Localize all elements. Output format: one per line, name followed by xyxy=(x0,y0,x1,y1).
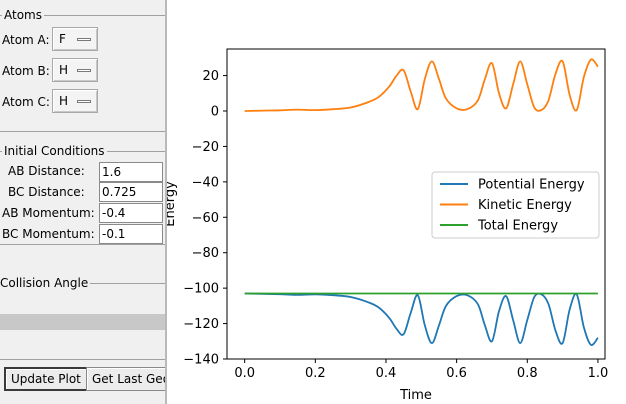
atom-b-label: Atom B: xyxy=(2,64,50,78)
legend-label: Total Energy xyxy=(477,219,558,234)
ab-momentum-input[interactable] xyxy=(99,203,163,223)
x-tick-label: 0.6 xyxy=(446,366,467,381)
legend-label: Kinetic Energy xyxy=(478,198,572,213)
x-tick-label: 0.4 xyxy=(376,366,397,381)
legend-box xyxy=(431,171,600,239)
y-axis-ticks: 20 0 −20 −40 −60 −80 −100 −120 −140 xyxy=(183,69,227,368)
x-axis-ticks: 0.0 0.2 0.4 0.6 0.8 1.0 xyxy=(234,359,608,381)
dropdown-indicator-icon xyxy=(77,100,91,103)
control-panel: Atoms Atom A: F Atom B: H Atom C: H Init… xyxy=(0,0,165,404)
atoms-group-title: Atoms xyxy=(2,8,44,22)
initial-conditions-group: Initial Conditions xyxy=(0,144,165,245)
legend-label: Potential Energy xyxy=(478,178,585,193)
atoms-group: Atoms xyxy=(0,8,165,132)
atom-c-value: H xyxy=(59,94,69,108)
collision-angle-title: Collision Angle xyxy=(0,276,91,290)
y-tick-label: 0 xyxy=(211,105,219,120)
x-axis-label: Time xyxy=(399,388,432,403)
atom-c-dropdown[interactable]: H xyxy=(52,89,98,113)
initial-conditions-title: Initial Conditions xyxy=(2,144,107,158)
x-tick-label: 0.0 xyxy=(234,366,255,381)
series-lines xyxy=(244,58,599,346)
bc-distance-input[interactable] xyxy=(99,182,163,202)
y-tick-label: −80 xyxy=(192,246,219,261)
x-tick-label: 0.2 xyxy=(305,366,326,381)
ab-distance-input[interactable] xyxy=(99,162,163,182)
y-tick-label: −40 xyxy=(192,175,219,190)
ab-momentum-label: AB Momentum: xyxy=(2,206,95,220)
atom-c-label: Atom C: xyxy=(2,95,50,109)
panel-divider[interactable] xyxy=(165,0,167,404)
dropdown-indicator-icon xyxy=(77,69,91,72)
y-tick-label: −60 xyxy=(192,211,219,226)
ab-distance-label: AB Distance: xyxy=(8,164,85,178)
y-axis-label: Energy xyxy=(167,181,178,227)
x-tick-label: 1.0 xyxy=(588,366,609,381)
dropdown-indicator-icon xyxy=(77,38,91,41)
atom-b-value: H xyxy=(59,63,69,77)
collision-angle-group: Collision Angle xyxy=(0,276,165,308)
y-tick-label: −140 xyxy=(183,353,219,368)
energy-chart: 0.0 0.2 0.4 0.6 0.8 1.0 20 0 −20 −40 −60 −80 −100 −1… xyxy=(167,48,608,403)
x-tick-label: 0.8 xyxy=(517,366,538,381)
bc-distance-label: BC Distance: xyxy=(8,185,85,199)
series-line-potential-energy xyxy=(244,292,599,346)
get-last-geom-button[interactable]: Get Last Geom xyxy=(86,367,165,391)
y-tick-label: −120 xyxy=(183,317,219,332)
y-tick-label: −100 xyxy=(183,282,219,297)
collision-angle-slider[interactable] xyxy=(0,314,165,330)
chart-legend: Potential Energy Kinetic Energy Total Ener… xyxy=(431,171,600,239)
series-line-kinetic-energy xyxy=(244,58,599,112)
bc-momentum-input[interactable] xyxy=(99,224,163,244)
bc-momentum-label: BC Momentum: xyxy=(2,227,95,241)
atom-a-label: Atom A: xyxy=(2,33,50,47)
atom-b-dropdown[interactable]: H xyxy=(52,58,98,82)
y-tick-label: 20 xyxy=(202,69,219,84)
atom-a-dropdown[interactable]: F xyxy=(52,27,98,51)
button-separator xyxy=(0,359,165,360)
y-tick-label: −20 xyxy=(192,140,219,155)
atom-a-value: F xyxy=(59,32,66,46)
update-plot-button[interactable]: Update Plot xyxy=(4,367,88,391)
